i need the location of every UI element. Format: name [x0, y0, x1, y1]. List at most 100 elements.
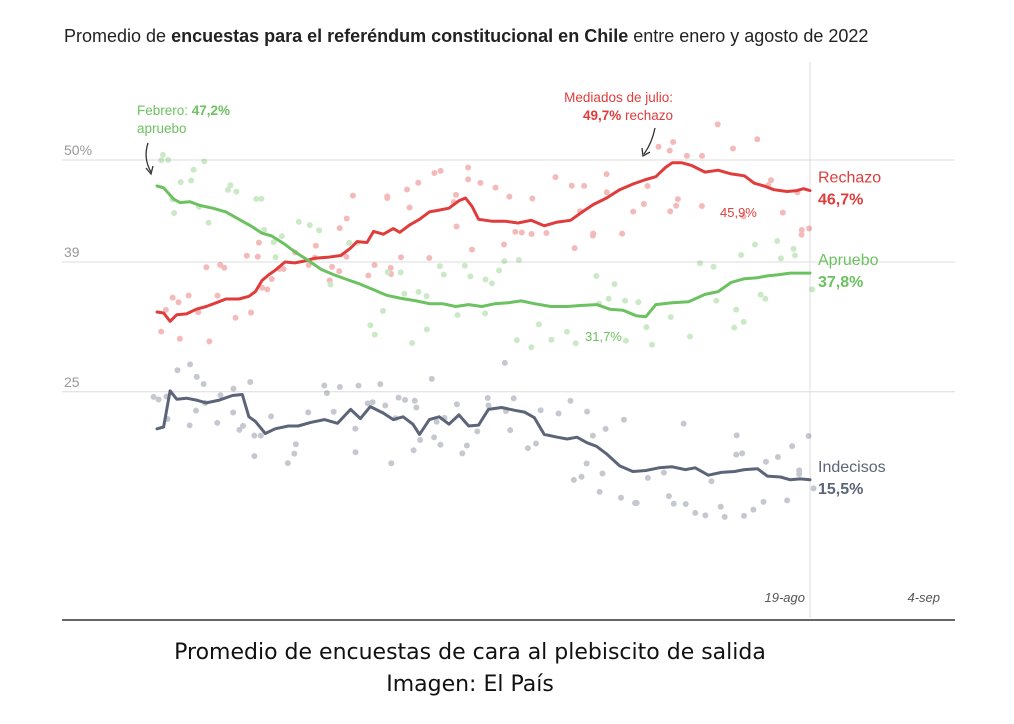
- poll-dot: [187, 361, 194, 368]
- poll-dot: [365, 272, 372, 279]
- annotation-febrero-line2: apruebo: [137, 121, 187, 136]
- poll-dot: [762, 458, 769, 465]
- annotation-arrow: [145, 142, 152, 173]
- poll-dot: [397, 254, 404, 261]
- poll-dot: [572, 340, 579, 347]
- poll-dot: [667, 314, 674, 321]
- annotation-arrow: [643, 127, 656, 155]
- poll-dot: [533, 440, 540, 447]
- poll-dot: [377, 381, 384, 388]
- caption-line-1: Promedio de encuestas de cara al plebisc…: [174, 640, 766, 665]
- title-bold: encuestas para el referéndum constitucio…: [171, 26, 629, 46]
- poll-dot: [670, 139, 677, 146]
- poll-dot: [259, 284, 266, 291]
- poll-dot: [792, 252, 799, 259]
- poll-dot: [702, 512, 709, 519]
- poll-dot: [312, 242, 319, 249]
- poll-dot: [611, 281, 618, 288]
- poll-dot: [774, 237, 781, 244]
- poll-dot: [401, 290, 408, 297]
- poll-dot: [176, 335, 183, 342]
- poll-dot: [205, 219, 212, 226]
- poll-dot: [433, 418, 440, 425]
- poll-dot: [501, 359, 508, 366]
- poll-dot: [501, 258, 508, 265]
- series-value-apruebo: 37,8%: [818, 274, 863, 291]
- poll-dot: [568, 182, 575, 189]
- poll-dot: [175, 299, 182, 306]
- poll-dot: [388, 270, 395, 277]
- poll-dot: [468, 246, 475, 253]
- poll-dot: [227, 182, 234, 189]
- poll-dot: [323, 390, 330, 397]
- poll-dot: [257, 432, 264, 439]
- poll-dot: [254, 253, 261, 260]
- poll-dot: [482, 276, 489, 283]
- poll-dot: [798, 231, 805, 238]
- poll-dot: [232, 314, 239, 321]
- poll-dots: [150, 121, 817, 520]
- poll-dot: [382, 402, 389, 409]
- poll-dot: [336, 268, 343, 275]
- poll-dot: [203, 264, 210, 271]
- poll-dot: [648, 341, 655, 348]
- poll-dot: [465, 176, 472, 183]
- poll-dot: [402, 396, 409, 403]
- poll-dot: [221, 264, 228, 271]
- poll-dot: [506, 193, 513, 200]
- poll-dot: [248, 309, 255, 316]
- poll-dot: [206, 338, 213, 345]
- poll-dot: [453, 401, 460, 408]
- poll-dot: [779, 209, 786, 216]
- poll-dot: [622, 337, 629, 344]
- poll-dot: [640, 200, 647, 207]
- poll-dot: [440, 271, 447, 278]
- poll-dot: [423, 326, 430, 333]
- poll-dot: [280, 266, 287, 273]
- poll-dot: [316, 227, 323, 234]
- poll-dot: [459, 450, 466, 457]
- poll-dot: [268, 276, 275, 283]
- poll-dot: [270, 239, 277, 246]
- poll-dot: [272, 254, 279, 261]
- poll-dot: [708, 478, 715, 485]
- poll-dot: [329, 263, 336, 270]
- poll-dot: [217, 261, 224, 268]
- poll-dot: [452, 191, 459, 198]
- poll-dot: [463, 442, 470, 449]
- poll-dot: [330, 408, 337, 415]
- poll-dot: [632, 499, 639, 506]
- poll-dot: [188, 177, 195, 184]
- poll-dot: [465, 164, 472, 171]
- poll-dot: [524, 445, 531, 452]
- poll-dot: [798, 226, 805, 233]
- poll-dot: [413, 404, 420, 411]
- poll-dot: [750, 506, 757, 513]
- poll-dot: [784, 497, 791, 504]
- poll-dot: [768, 177, 775, 184]
- y-tick-label: 50%: [64, 142, 92, 158]
- title-suffix: entre enero y agosto de 2022: [628, 26, 869, 46]
- poll-dot: [535, 321, 542, 328]
- poll-dot: [740, 318, 747, 325]
- poll-dot: [699, 152, 706, 159]
- poll-dot: [733, 451, 740, 458]
- poll-dot: [346, 239, 353, 246]
- poll-dot: [159, 151, 166, 158]
- poll-dot: [454, 312, 461, 319]
- poll-dot: [751, 241, 758, 248]
- caption-line-2: Imagen: El País: [386, 672, 554, 697]
- poll-dot: [230, 409, 237, 416]
- y-tick-label: 25: [64, 374, 80, 390]
- poll-dot: [200, 381, 207, 388]
- poll-dot: [240, 422, 247, 429]
- poll-dot: [295, 218, 302, 225]
- poll-dot: [343, 215, 350, 222]
- annotation-apruebo-low: 31,7%: [585, 329, 622, 344]
- poll-dot: [233, 188, 240, 195]
- poll-dot: [496, 267, 503, 274]
- poll-dot: [543, 229, 550, 236]
- poll-dot: [713, 297, 720, 304]
- poll-dot: [251, 453, 258, 460]
- poll-dot: [291, 450, 298, 457]
